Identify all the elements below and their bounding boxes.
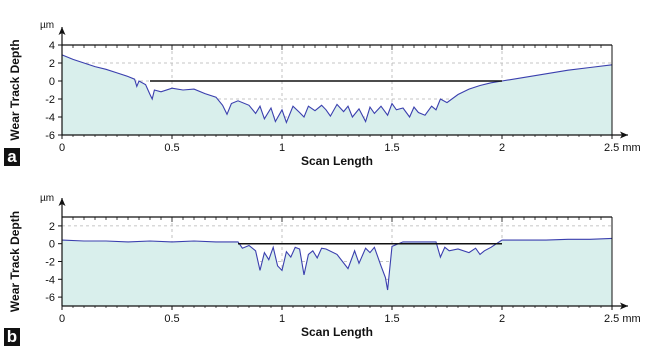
- x-tick-label: 1.5: [384, 313, 399, 325]
- x-axis-title: Scan Length: [301, 325, 373, 339]
- y-axis-arrow: [58, 198, 66, 206]
- x-tick-label: 2: [499, 313, 505, 325]
- y-tick-label: 4: [49, 40, 55, 52]
- x-axis-arrow: [620, 131, 628, 139]
- panel-a: 0 0.5 1 1.5 2 2.5 mm 4 2 0 -2 -4 -6 µm Scan Length Wea…: [4, 20, 641, 168]
- y-unit-label: µm: [40, 193, 54, 204]
- y-unit-label: µm: [40, 20, 54, 31]
- panel-letter-box: [4, 328, 20, 346]
- y-tick-label: 0: [49, 239, 55, 251]
- x-tick-label: 0: [59, 142, 65, 154]
- y-tick-label: -4: [45, 112, 55, 124]
- y-axis-title: Wear Track Depth: [8, 39, 22, 140]
- y-tick-label: -2: [45, 94, 55, 106]
- profile-area: [62, 54, 612, 135]
- y-tick-label: -6: [45, 130, 55, 142]
- y-tick-label: 0: [49, 76, 55, 88]
- x-tick-label: 1.5: [384, 142, 399, 154]
- panel-letter: b: [7, 327, 17, 346]
- x-tick-label: 0: [59, 313, 65, 325]
- panel-letter-box: [4, 148, 20, 166]
- x-tick-label: 1: [279, 142, 285, 154]
- y-tick-label: -6: [45, 292, 55, 304]
- y-tick-label: -2: [45, 257, 55, 269]
- x-tick-label: 0.5: [164, 142, 179, 154]
- x-axis-arrow: [620, 302, 628, 310]
- panel-b: 0 0.5 1 1.5 2 2.5 mm 2 0 -2 -4 -6 µm Scan Length Wear…: [4, 193, 641, 346]
- x-tick-label: 1: [279, 313, 285, 325]
- y-tick-label: -4: [45, 274, 55, 286]
- y-tick-label: 2: [49, 221, 55, 233]
- x-tick-label: 2: [499, 142, 505, 154]
- x-axis-title: Scan Length: [301, 154, 373, 168]
- y-axis-title: Wear Track Depth: [8, 211, 22, 312]
- profile-area: [62, 238, 612, 306]
- x-tick-label: 2.5 mm: [604, 142, 641, 154]
- y-tick-label: 2: [49, 58, 55, 70]
- x-tick-label: 0.5: [164, 313, 179, 325]
- y-axis-arrow: [58, 27, 66, 35]
- panel-letter: a: [7, 147, 17, 166]
- x-tick-label: 2.5 mm: [604, 313, 641, 325]
- profile-line: [61, 237, 613, 291]
- profile-line: [61, 54, 613, 124]
